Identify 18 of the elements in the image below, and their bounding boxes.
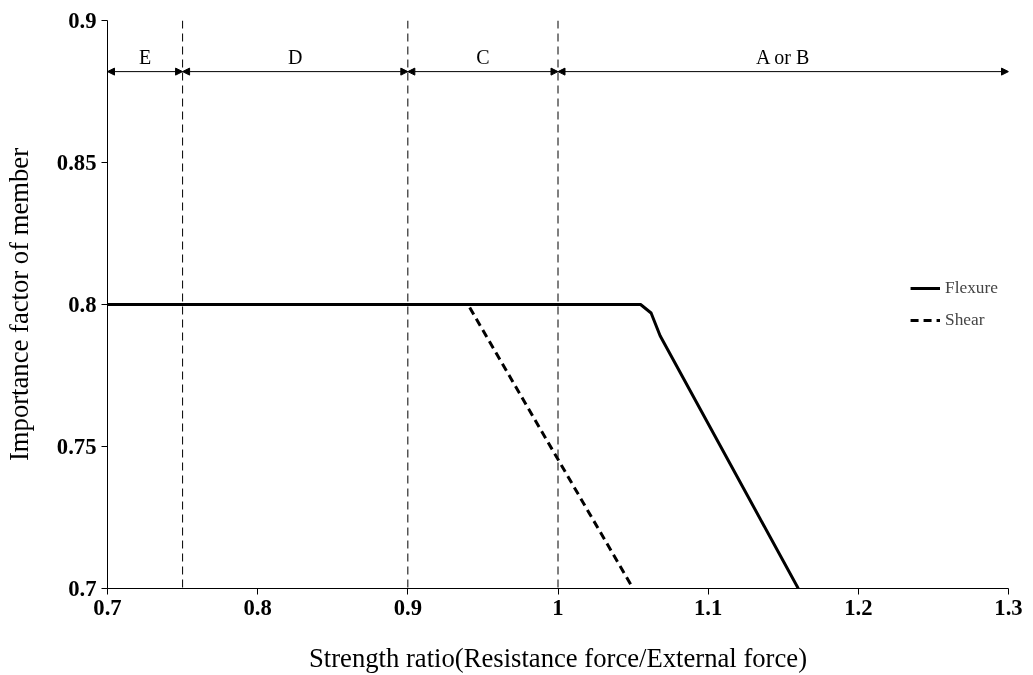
x-tick-label: 1.1 <box>694 594 723 620</box>
y-tick-label: 0.8 <box>68 292 97 317</box>
annotation: A or B <box>756 45 810 68</box>
annotation: C <box>476 45 490 68</box>
legend-label: Shear <box>945 310 985 330</box>
y-tick-label: 0.85 <box>56 150 97 175</box>
annotation: D <box>287 45 303 68</box>
y-axis-title: Importance factor of member <box>3 147 34 462</box>
x-tick-label: 1.3 <box>994 594 1023 620</box>
legend-label: Flexure <box>945 278 998 298</box>
x-tick-label: 0.9 <box>393 594 422 620</box>
x-tick-label: 0.8 <box>243 594 272 620</box>
x-axis-title: Strength ratio(Resistance force/External force) <box>308 642 808 673</box>
x-tick-label: 1.2 <box>844 594 873 620</box>
y-tick-label: 0.9 <box>68 8 97 33</box>
x-tick-label: 1 <box>552 594 564 620</box>
annotation: E <box>138 45 152 68</box>
y-tick-label: 0.75 <box>56 434 97 459</box>
